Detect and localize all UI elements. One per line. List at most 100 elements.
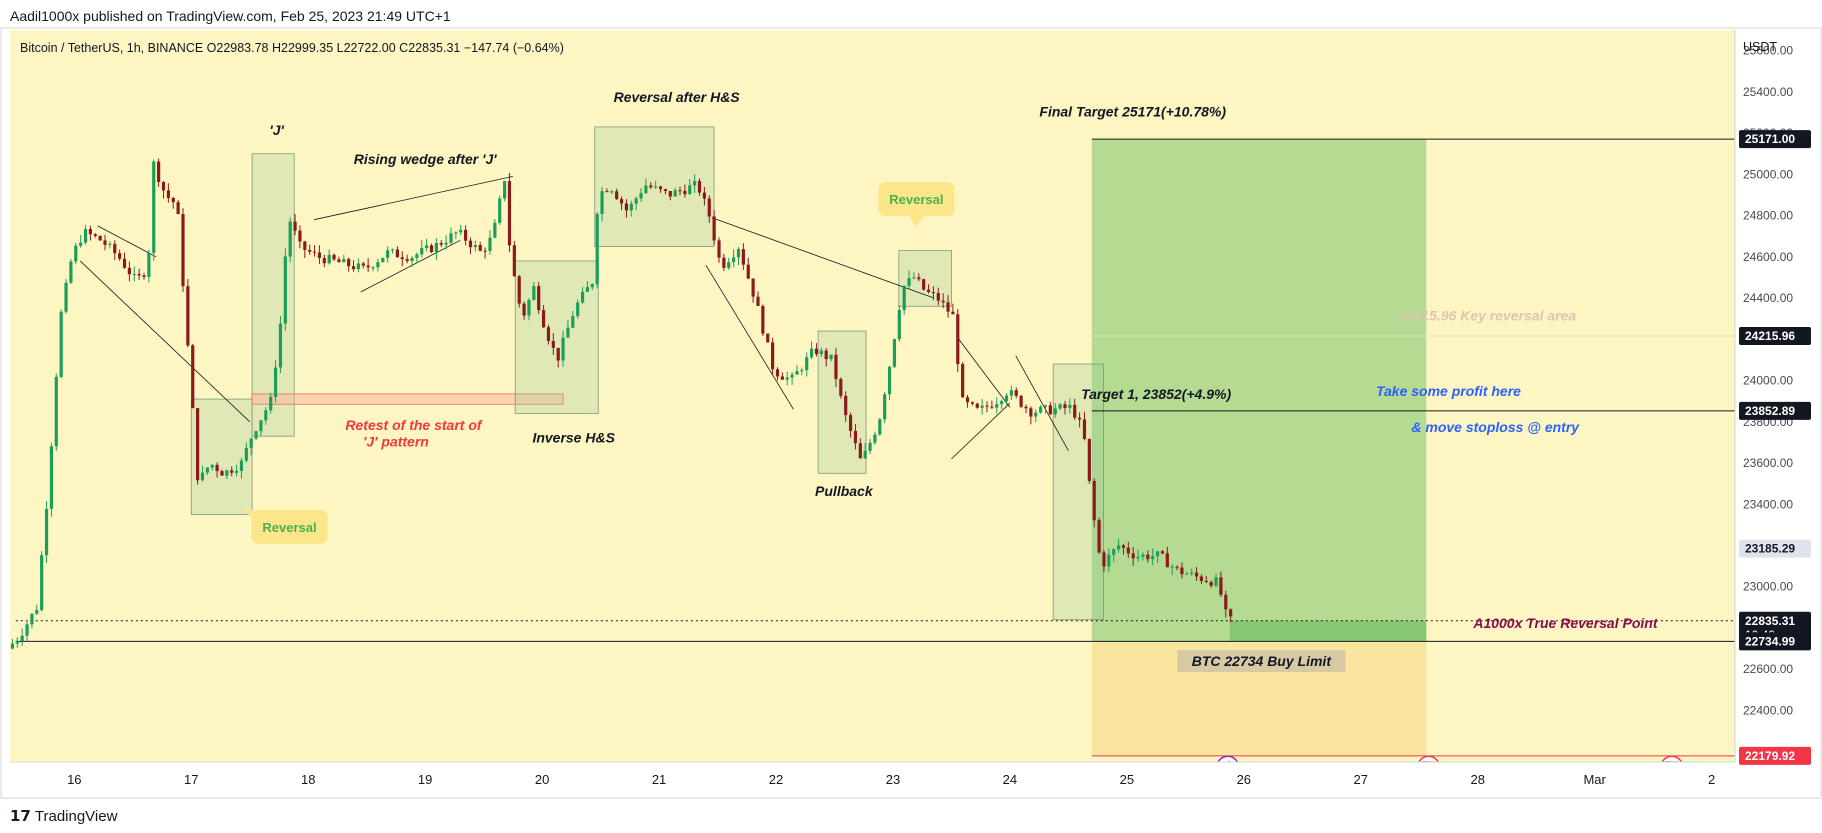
candle: [196, 407, 200, 485]
candle: [741, 243, 745, 270]
candle: [200, 465, 205, 482]
trend-line: [1015, 355, 1069, 451]
candle: [308, 244, 312, 255]
candle-body: [449, 233, 453, 243]
time-axis[interactable]: 16 17 18 19 20 21 22 23 24 25 26 27 28 Mar 2: [10, 761, 1735, 796]
candle-body: [775, 369, 780, 377]
candle-body: [931, 292, 936, 294]
candle-body: [790, 374, 794, 378]
candle: [522, 301, 526, 320]
candle-body: [897, 309, 901, 340]
candle-body: [122, 258, 127, 268]
candle: [405, 254, 409, 264]
candle: [420, 240, 424, 258]
candle: [1053, 403, 1057, 418]
trend-line: [97, 225, 157, 258]
candle: [980, 398, 984, 415]
price-tag: [1739, 401, 1811, 420]
candle-body: [166, 190, 170, 198]
time-tick: 20: [535, 772, 549, 787]
candle: [317, 245, 322, 264]
pattern-box: [251, 153, 295, 437]
candle-body: [395, 249, 399, 258]
candle: [771, 337, 775, 375]
trend-line: [360, 239, 461, 293]
candle-body: [863, 450, 867, 459]
candle-body: [1141, 554, 1145, 557]
price-tick: 25000.00: [1743, 167, 1793, 181]
candle: [751, 278, 755, 303]
candle: [118, 249, 122, 261]
candle-body: [1024, 406, 1028, 409]
candle-body: [751, 278, 755, 297]
candle: [790, 372, 794, 385]
candle: [356, 258, 361, 273]
candle: [488, 230, 492, 255]
candle-body: [54, 376, 58, 447]
candle-body: [1121, 545, 1126, 548]
candle-body: [707, 198, 711, 217]
candle-body: [956, 314, 960, 365]
candle-body: [429, 245, 434, 253]
candle: [1087, 438, 1091, 484]
price-tag: [1739, 539, 1811, 558]
candle-body: [771, 342, 775, 370]
candle-body: [892, 339, 897, 367]
candle: [931, 286, 936, 301]
candle: [1141, 552, 1145, 561]
candle-body: [512, 245, 516, 277]
candle-body: [161, 181, 166, 191]
candle: [673, 187, 677, 197]
candle-body: [858, 443, 862, 459]
candle: [1204, 575, 1208, 584]
price-axis[interactable]: 25600.0025400.0025200.0025000.0024800.00…: [1734, 30, 1822, 765]
candle-body: [361, 263, 365, 266]
candle-body: [1175, 566, 1179, 568]
candle-body: [907, 278, 911, 286]
candle-body: [108, 243, 112, 245]
candle-body: [829, 354, 833, 360]
candle-body: [303, 241, 307, 250]
candle-body: [732, 257, 736, 263]
candle-body: [1229, 609, 1233, 617]
price-tick: 23400.00: [1743, 497, 1793, 511]
candle-body: [936, 293, 940, 301]
candle: [1063, 400, 1067, 415]
trend-line: [956, 336, 1011, 408]
candle: [278, 316, 283, 374]
candle-body: [127, 267, 131, 275]
candle-body: [400, 257, 404, 260]
candle: [878, 417, 882, 436]
candle-body: [649, 185, 653, 188]
candle-body: [312, 251, 317, 253]
candle: [853, 423, 858, 450]
candle-body: [425, 245, 429, 249]
candle-body: [805, 357, 809, 371]
candle: [892, 338, 897, 369]
candle-body: [551, 340, 555, 348]
candle-body: [809, 348, 814, 358]
candle: [83, 225, 88, 245]
candle-body: [1043, 405, 1048, 407]
candle: [473, 240, 477, 252]
candles: [10, 158, 1233, 650]
candle-body: [883, 394, 887, 420]
candle: [264, 407, 268, 425]
candle: [917, 273, 921, 282]
candle-body: [814, 348, 819, 355]
candle: [985, 401, 989, 413]
candle: [595, 211, 599, 289]
candle: [1029, 406, 1033, 425]
symbol-info: Bitcoin / TetherUS, 1h, BINANCE O22983.7…: [20, 41, 564, 55]
candle-body: [1034, 412, 1038, 417]
price-tag-label: 24215.96: [1745, 329, 1795, 343]
candle-body: [595, 213, 599, 285]
candle-body: [59, 311, 63, 377]
price-tag: [1739, 130, 1811, 149]
candle-body: [1194, 572, 1199, 577]
tradingview-brand: 𝟭𝟳 TradingView: [10, 807, 117, 826]
candle-body: [308, 249, 312, 252]
candle-body: [1087, 438, 1091, 482]
candle: [376, 258, 380, 272]
